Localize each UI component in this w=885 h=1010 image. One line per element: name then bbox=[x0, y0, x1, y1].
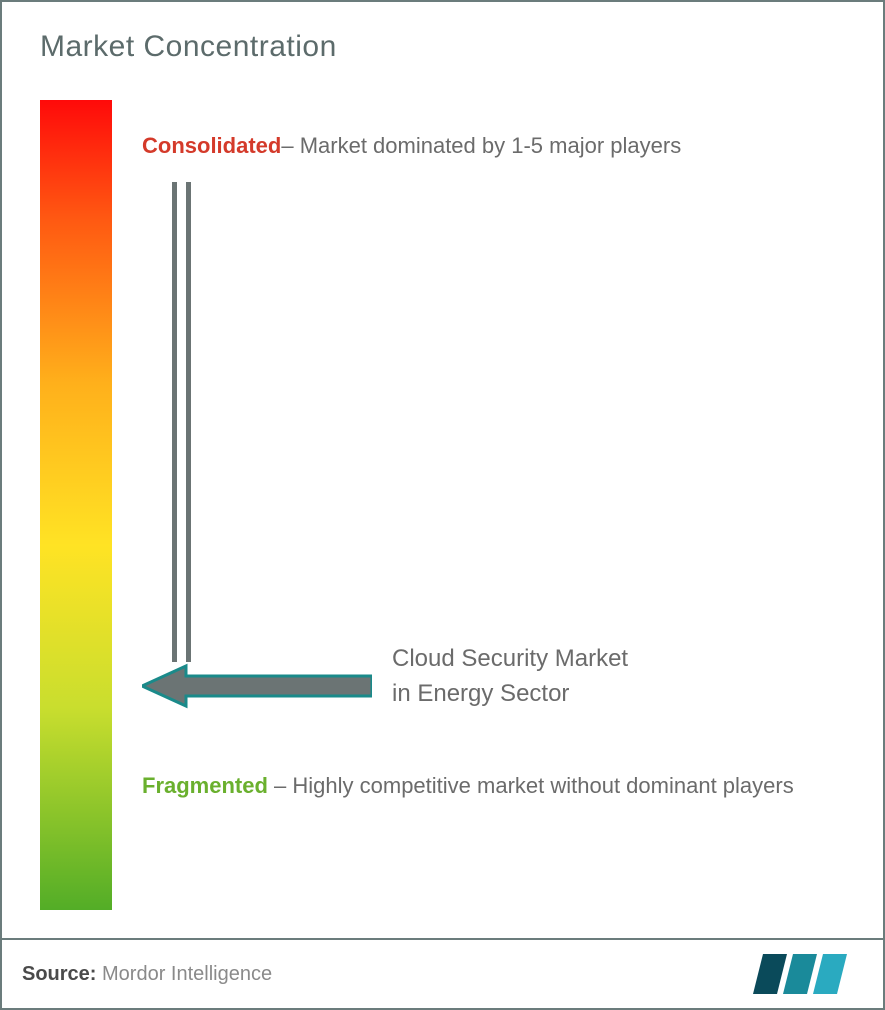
source-text: Source: Mordor Intelligence bbox=[22, 963, 272, 986]
infographic-frame: Market Concentration Consolidated– Marke… bbox=[0, 0, 885, 1010]
source-name: Mordor Intelligence bbox=[96, 963, 272, 985]
source-prefix: Source: bbox=[22, 963, 96, 985]
consolidated-label: Consolidated bbox=[142, 133, 281, 158]
fragmented-text: Fragmented – Highly competitive market w… bbox=[142, 762, 853, 810]
content-area: Consolidated– Market dominated by 1-5 ma… bbox=[142, 122, 853, 892]
logo-icon bbox=[753, 950, 863, 998]
fragmented-label: Fragmented bbox=[142, 773, 268, 798]
gradient-bar bbox=[40, 100, 112, 910]
market-line-1: Cloud Security Market bbox=[392, 645, 628, 672]
bracket-vline-2 bbox=[186, 182, 191, 662]
consolidated-text: Consolidated– Market dominated by 1-5 ma… bbox=[142, 122, 853, 170]
fragmented-desc: – Highly competitive market without domi… bbox=[268, 773, 794, 798]
marker-arrow bbox=[142, 662, 372, 710]
market-line-2: in Energy Sector bbox=[392, 680, 569, 707]
gradient-rect bbox=[40, 100, 112, 910]
page-title: Market Concentration bbox=[40, 30, 337, 64]
footer: Source: Mordor Intelligence bbox=[2, 938, 883, 1008]
market-name: Cloud Security Market in Energy Sector bbox=[392, 642, 628, 712]
consolidated-desc: – Market dominated by 1-5 major players bbox=[281, 133, 681, 158]
bracket-lines bbox=[160, 182, 200, 662]
bracket-vline-1 bbox=[172, 182, 177, 662]
arrow-icon bbox=[142, 666, 372, 706]
